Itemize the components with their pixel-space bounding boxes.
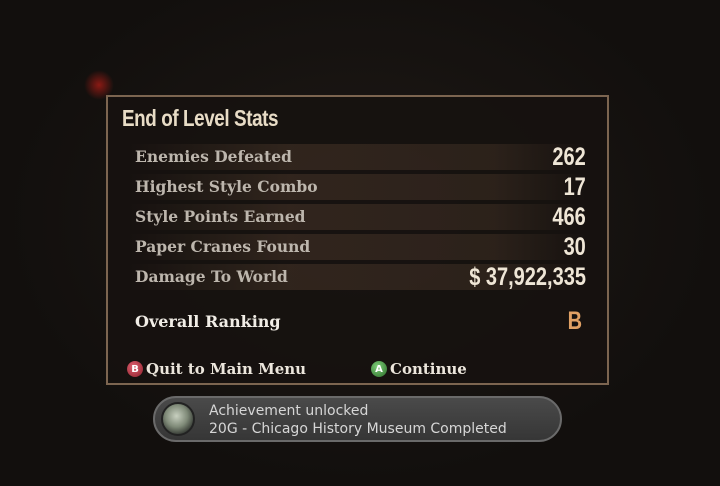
quit-to-main-menu-button[interactable]: B Quit to Main Menu — [127, 360, 306, 378]
stat-value: 466 — [552, 203, 586, 231]
panel-title: End of Level Stats — [122, 105, 279, 131]
achievement-toast: Achievement unlocked 20G - Chicago Histo… — [153, 396, 562, 442]
stat-row: Damage To World $ 37,922,335 — [128, 263, 586, 291]
stat-label: Damage To World — [135, 267, 288, 286]
stat-row: Highest Style Combo 17 — [128, 173, 586, 201]
overall-ranking-value: B — [567, 307, 582, 335]
stat-value: 30 — [563, 233, 586, 261]
stat-label: Style Points Earned — [135, 207, 306, 226]
quit-label: Quit to Main Menu — [146, 360, 307, 378]
a-button-icon: A — [371, 361, 387, 377]
stat-row: Paper Cranes Found 30 — [128, 233, 586, 261]
stat-row: Enemies Defeated 262 — [128, 143, 586, 171]
stats-panel: End of Level Stats Enemies Defeated 262 … — [106, 95, 609, 385]
stat-label: Enemies Defeated — [135, 147, 292, 166]
continue-button[interactable]: A Continue — [371, 360, 467, 378]
b-button-icon: B — [127, 361, 143, 377]
stat-value: 262 — [552, 143, 586, 171]
overall-ranking-label: Overall Ranking — [135, 312, 281, 331]
stat-row: Style Points Earned 466 — [128, 203, 586, 231]
stat-value: 17 — [563, 173, 586, 201]
stat-value: $ 37,922,335 — [469, 263, 586, 291]
stat-label: Highest Style Combo — [135, 177, 318, 196]
continue-label: Continue — [390, 360, 467, 378]
achievement-title: Achievement unlocked — [209, 403, 369, 419]
achievement-detail: 20G - Chicago History Museum Completed — [209, 421, 507, 437]
stat-label: Paper Cranes Found — [135, 237, 311, 256]
xbox-achievement-icon — [161, 402, 195, 436]
